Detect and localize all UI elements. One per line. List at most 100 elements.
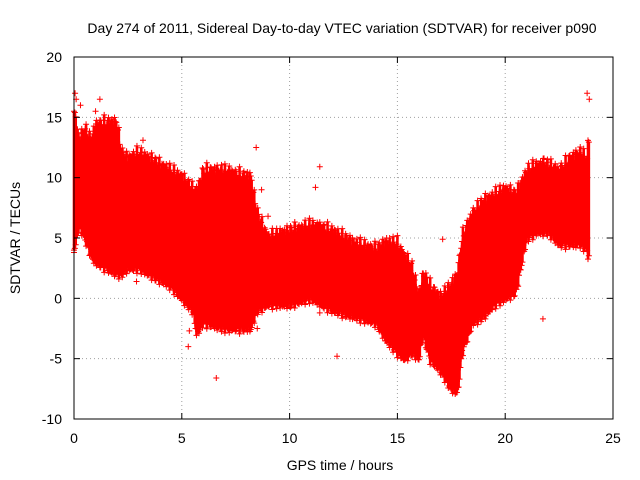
data-point <box>261 224 268 311</box>
data-point <box>413 283 420 359</box>
data-point <box>105 114 112 276</box>
x-tick-label: 10 <box>282 430 298 446</box>
data-point <box>493 191 500 307</box>
data-point <box>357 234 364 327</box>
data-point <box>489 189 496 313</box>
data-point <box>271 235 278 307</box>
data-point <box>174 167 181 300</box>
data-point <box>552 160 559 247</box>
data-point <box>394 232 401 361</box>
data-point <box>139 137 146 144</box>
data-point <box>309 217 316 306</box>
data-point <box>470 204 477 329</box>
data-point <box>510 186 517 300</box>
data-point <box>213 374 220 381</box>
data-point <box>339 225 346 322</box>
data-point <box>237 175 244 331</box>
data-point <box>240 168 247 335</box>
data-point <box>504 185 511 302</box>
data-point <box>415 288 422 363</box>
data-point <box>571 157 578 245</box>
data-point <box>537 158 544 238</box>
data-point <box>585 139 592 259</box>
data-point <box>265 230 272 310</box>
data-point <box>316 219 323 310</box>
data-point <box>78 125 85 239</box>
data-point <box>273 225 280 312</box>
data-point <box>541 155 548 162</box>
data-point <box>478 197 485 323</box>
data-point <box>130 148 137 275</box>
data-point <box>94 121 101 267</box>
data-point <box>77 102 84 109</box>
data-point <box>422 269 429 351</box>
data-point <box>478 195 485 325</box>
data-point <box>131 153 138 271</box>
data-point <box>346 232 353 322</box>
data-point <box>580 145 587 255</box>
data-point <box>507 181 514 304</box>
data-point <box>92 108 99 115</box>
data-point <box>207 164 214 331</box>
data-point <box>349 234 356 323</box>
x-tick-label: 20 <box>497 430 513 446</box>
y-tick-label: -10 <box>42 411 62 427</box>
data-point <box>497 182 504 309</box>
x-tick-label: 5 <box>178 430 186 446</box>
data-point <box>200 166 207 328</box>
data-point <box>556 168 563 247</box>
data-point <box>185 176 192 313</box>
data-point <box>226 163 233 336</box>
data-point <box>281 226 288 310</box>
data-point <box>156 154 163 288</box>
data-point <box>431 284 438 370</box>
data-point <box>428 288 435 361</box>
data-point <box>577 143 584 252</box>
data-point <box>401 250 408 364</box>
data-point <box>529 156 536 243</box>
data-points <box>71 90 593 397</box>
data-point <box>98 123 105 268</box>
data-point <box>328 222 335 317</box>
data-point <box>228 166 235 334</box>
data-point <box>163 161 170 290</box>
data-point <box>353 235 360 324</box>
data-point <box>302 217 309 308</box>
data-point <box>468 215 475 329</box>
data-point <box>115 124 122 282</box>
data-point <box>445 279 452 391</box>
data-point <box>547 155 554 243</box>
data-point <box>299 223 306 306</box>
data-point <box>424 282 431 352</box>
data-point <box>90 123 97 267</box>
data-point <box>376 239 383 335</box>
chart-title: Day 274 of 2011, Sidereal Day-to-day VTE… <box>87 20 596 36</box>
data-point <box>181 170 188 309</box>
data-point <box>324 218 331 316</box>
data-point <box>482 190 489 322</box>
data-point <box>572 147 579 251</box>
y-tick-label: 5 <box>54 230 62 246</box>
data-point <box>258 186 265 193</box>
data-point <box>285 230 292 307</box>
data-point <box>185 343 192 350</box>
data-point <box>511 187 518 299</box>
data-point <box>501 186 508 303</box>
x-axis-ticks: 0 5 10 15 20 25 <box>70 57 621 446</box>
data-point <box>334 225 341 319</box>
data-point <box>379 236 386 342</box>
data-point <box>95 121 102 267</box>
data-point <box>390 233 397 356</box>
data-point <box>584 137 591 263</box>
data-point <box>538 163 545 170</box>
data-point <box>406 262 413 358</box>
data-point <box>312 184 319 191</box>
data-point <box>84 133 91 249</box>
data-point <box>186 327 193 334</box>
x-tick-label: 0 <box>70 430 78 446</box>
data-point <box>321 221 328 312</box>
data-point <box>420 270 427 338</box>
y-axis-ticks: -10 -5 0 5 10 15 20 <box>42 49 613 427</box>
data-point <box>412 272 419 363</box>
data-point <box>112 118 119 278</box>
